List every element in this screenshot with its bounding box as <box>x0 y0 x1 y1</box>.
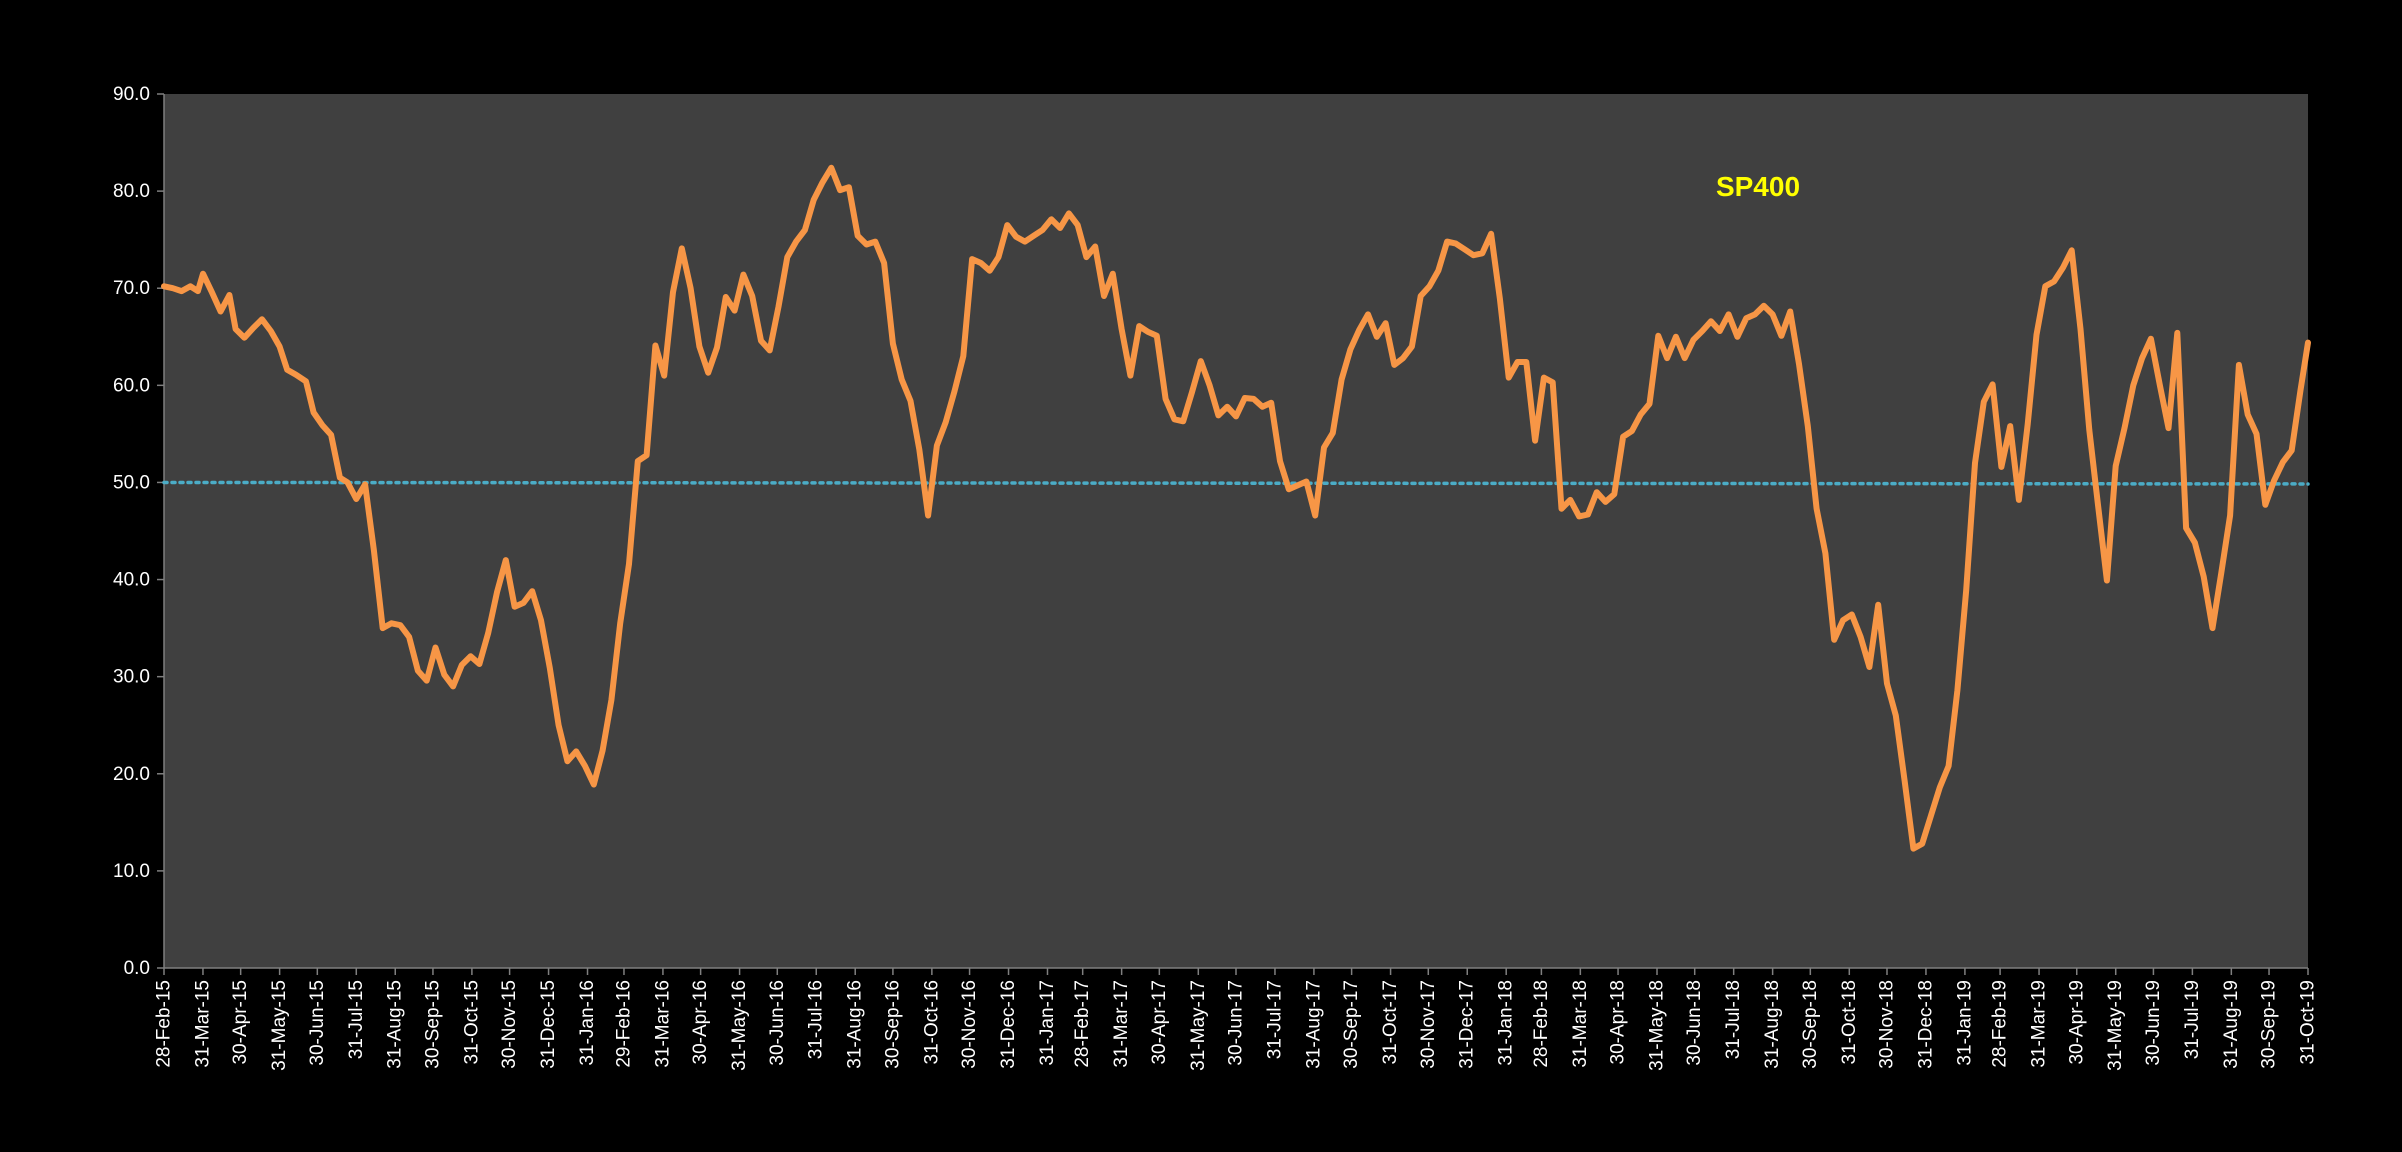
x-tick-label: 30-Jun-16 <box>767 980 788 1066</box>
y-tick-label: 80.0 <box>113 181 150 202</box>
x-tick-label: 31-Aug-15 <box>385 980 406 1069</box>
x-tick-label: 31-Mar-19 <box>2029 980 2050 1068</box>
y-tick-label: 10.0 <box>113 861 150 882</box>
y-tick-label: 40.0 <box>113 570 150 591</box>
x-tick-label: 30-Jun-15 <box>307 980 328 1066</box>
x-axis-ticks: 28-Feb-15 31-Mar-15 30-Apr-15 31-May-15 30-J… <box>154 968 2319 1071</box>
y-tick-label: 0.0 <box>124 958 150 979</box>
y-tick-label: 60.0 <box>113 375 150 396</box>
x-tick-label: 28-Feb-19 <box>1990 980 2011 1068</box>
x-tick-label: 30-Apr-19 <box>2066 980 2087 1065</box>
x-tick-label: 31-Jul-17 <box>1264 980 1285 1059</box>
x-tick-label: 30-Sep-15 <box>422 980 443 1069</box>
x-tick-label: 30-Sep-17 <box>1341 980 1362 1069</box>
x-tick-label: 30-Apr-18 <box>1608 980 1629 1065</box>
y-tick-label: 90.0 <box>113 84 150 105</box>
x-tick-label: 31-Oct-16 <box>921 980 942 1064</box>
y-tick-label: 70.0 <box>113 278 150 299</box>
x-tick-label: 31-Mar-17 <box>1111 980 1132 1068</box>
x-tick-label: 31-Jan-16 <box>577 980 598 1066</box>
x-tick-label: 28-Feb-17 <box>1072 980 1093 1068</box>
plot-area <box>164 94 2308 968</box>
x-tick-label: 31-Mar-15 <box>192 980 213 1068</box>
x-tick-label: 30-Sep-16 <box>882 980 903 1069</box>
x-tick-label: 30-Jun-19 <box>2143 980 2164 1066</box>
x-tick-label: 31-Oct-18 <box>1839 980 1860 1064</box>
y-axis-ticks: 0.0 10.0 20.0 30.0 40.0 50.0 60.0 70.0 80.0 90.0 <box>113 84 164 979</box>
x-tick-label: 28-Feb-18 <box>1531 980 1552 1068</box>
x-tick-label: 30-Sep-19 <box>2259 980 2280 1069</box>
x-tick-label: 31-Jan-17 <box>1037 980 1058 1066</box>
x-tick-label: 31-Aug-18 <box>1762 980 1783 1069</box>
x-tick-label: 31-Jan-19 <box>1954 980 1975 1066</box>
x-tick-label: 31-Jul-18 <box>1723 980 1744 1059</box>
x-tick-label: 29-Feb-16 <box>613 980 634 1068</box>
x-tick-label: 31-May-18 <box>1647 980 1668 1071</box>
x-tick-label: 31-Jan-18 <box>1496 980 1517 1066</box>
x-tick-label: 31-Aug-19 <box>2221 980 2242 1069</box>
x-tick-label: 30-Jun-17 <box>1226 980 1247 1066</box>
x-tick-label: 31-Dec-16 <box>998 980 1019 1069</box>
x-tick-label: 30-Nov-16 <box>959 980 980 1069</box>
x-tick-label: 31-Mar-18 <box>1570 980 1591 1068</box>
x-tick-label: 30-Sep-18 <box>1800 980 1821 1069</box>
x-tick-label: 30-Nov-17 <box>1418 980 1439 1069</box>
x-tick-label: 31-Dec-17 <box>1457 980 1478 1069</box>
x-tick-label: 30-Nov-18 <box>1876 980 1897 1069</box>
x-tick-label: 30-Jun-18 <box>1684 980 1705 1066</box>
x-tick-label: 31-Oct-15 <box>461 980 482 1064</box>
x-tick-label: 30-Apr-15 <box>230 980 251 1065</box>
x-tick-label: 30-Apr-17 <box>1149 980 1170 1065</box>
chart-title: SP400 <box>1716 171 1800 202</box>
x-tick-label: 31-May-16 <box>729 980 750 1071</box>
reference-line-50 <box>162 480 2310 486</box>
y-tick-label: 50.0 <box>113 472 150 493</box>
x-tick-label: 31-Aug-17 <box>1303 980 1324 1069</box>
x-tick-label: 31-Mar-16 <box>652 980 673 1068</box>
x-tick-label: 31-Oct-17 <box>1380 980 1401 1064</box>
series-line-sp400 <box>161 164 2311 852</box>
x-tick-label: 31-May-15 <box>269 980 290 1071</box>
x-tick-label: 31-Jul-16 <box>806 980 827 1059</box>
x-tick-label: 31-Jul-15 <box>346 980 367 1059</box>
x-tick-label: 31-May-19 <box>2105 980 2126 1071</box>
x-tick-label: 31-Oct-19 <box>2298 980 2319 1064</box>
y-tick-label: 20.0 <box>113 764 150 785</box>
x-tick-label: 30-Nov-15 <box>499 980 520 1069</box>
x-tick-label: 28-Feb-15 <box>154 980 175 1068</box>
x-tick-label: 31-May-17 <box>1188 980 1209 1071</box>
x-tick-label: 30-Apr-16 <box>690 980 711 1065</box>
x-tick-label: 31-Aug-16 <box>845 980 866 1069</box>
x-tick-label: 31-Dec-18 <box>1915 980 1936 1069</box>
x-tick-label: 31-Dec-15 <box>538 980 559 1069</box>
y-tick-label: 30.0 <box>113 667 150 688</box>
x-tick-label: 31-Jul-19 <box>2182 980 2203 1059</box>
